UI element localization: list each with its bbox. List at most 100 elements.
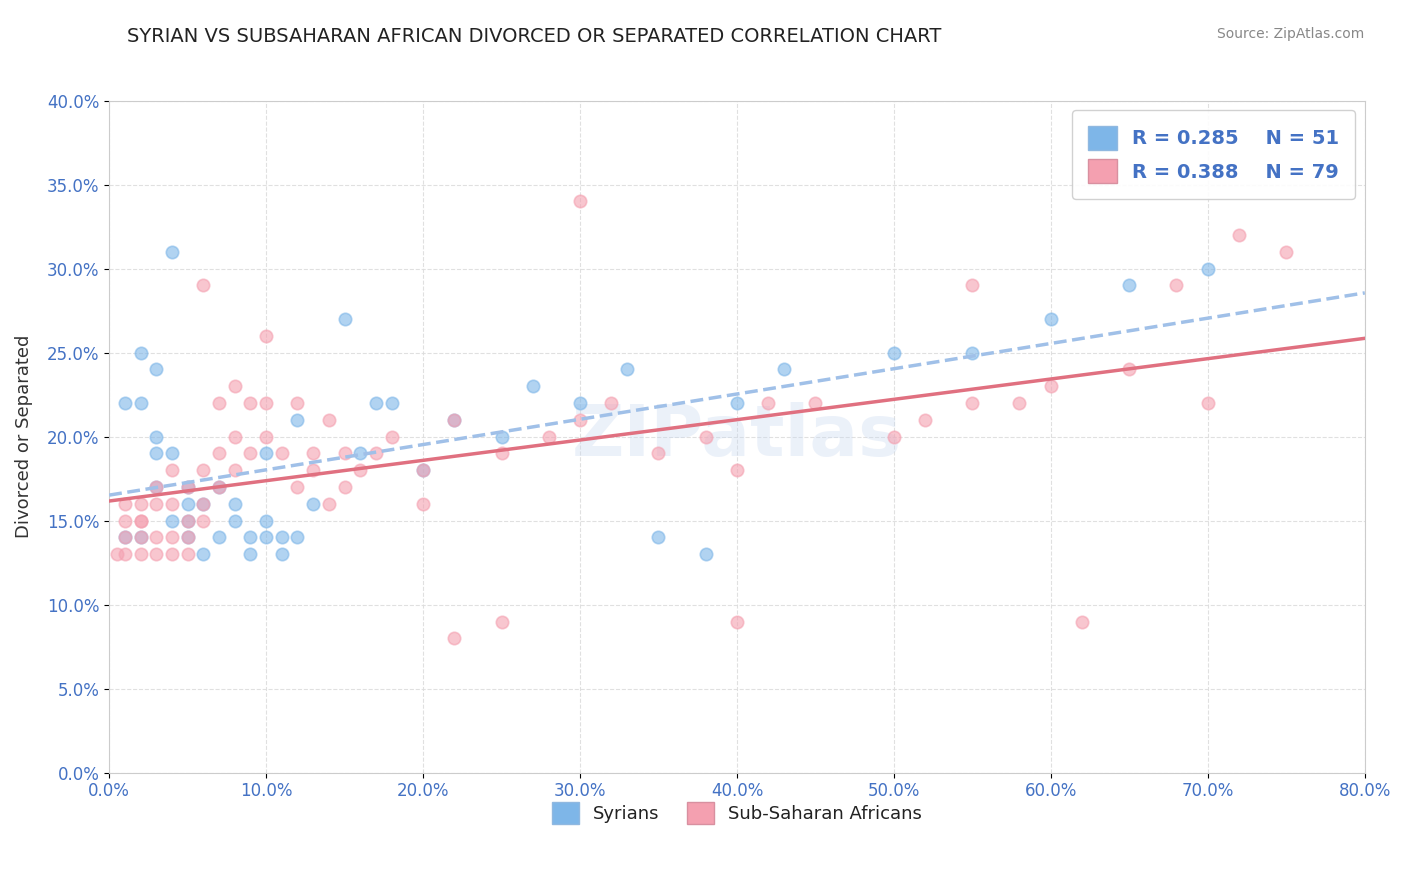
Point xyxy=(773,362,796,376)
Point xyxy=(443,413,465,427)
Point xyxy=(412,497,434,511)
Point xyxy=(129,531,152,545)
Point xyxy=(239,547,262,561)
Point xyxy=(114,531,136,545)
Point xyxy=(1118,278,1140,293)
Point xyxy=(695,430,717,444)
Point xyxy=(1071,615,1094,629)
Point xyxy=(412,463,434,477)
Point xyxy=(176,547,198,561)
Point xyxy=(491,446,513,460)
Point xyxy=(254,430,277,444)
Point xyxy=(176,480,198,494)
Point xyxy=(224,379,246,393)
Text: Source: ZipAtlas.com: Source: ZipAtlas.com xyxy=(1216,27,1364,41)
Point xyxy=(208,446,231,460)
Point xyxy=(725,463,748,477)
Point xyxy=(114,396,136,410)
Point xyxy=(725,396,748,410)
Point xyxy=(1039,379,1062,393)
Point xyxy=(491,430,513,444)
Text: SYRIAN VS SUBSAHARAN AFRICAN DIVORCED OR SEPARATED CORRELATION CHART: SYRIAN VS SUBSAHARAN AFRICAN DIVORCED OR… xyxy=(127,27,942,45)
Point xyxy=(114,531,136,545)
Point xyxy=(160,244,183,259)
Point xyxy=(176,514,198,528)
Point xyxy=(176,531,198,545)
Point xyxy=(193,547,215,561)
Point xyxy=(883,430,905,444)
Point xyxy=(254,396,277,410)
Point xyxy=(254,329,277,343)
Point xyxy=(302,446,325,460)
Point xyxy=(129,547,152,561)
Point xyxy=(129,345,152,359)
Point xyxy=(160,463,183,477)
Y-axis label: Divorced or Separated: Divorced or Separated xyxy=(15,335,32,539)
Point xyxy=(176,531,198,545)
Point xyxy=(160,547,183,561)
Point xyxy=(114,514,136,528)
Point xyxy=(1227,227,1250,242)
Point xyxy=(647,531,669,545)
Point xyxy=(224,430,246,444)
Point xyxy=(1197,396,1219,410)
Point xyxy=(270,446,292,460)
Point xyxy=(193,514,215,528)
Point xyxy=(302,463,325,477)
Point xyxy=(695,547,717,561)
Point xyxy=(129,514,152,528)
Point xyxy=(349,463,371,477)
Point xyxy=(381,396,404,410)
Point xyxy=(176,497,198,511)
Point xyxy=(962,278,984,293)
Point xyxy=(145,480,167,494)
Point xyxy=(208,531,231,545)
Point xyxy=(412,463,434,477)
Point xyxy=(647,446,669,460)
Point xyxy=(616,362,638,376)
Point xyxy=(962,396,984,410)
Point xyxy=(725,615,748,629)
Point xyxy=(145,531,167,545)
Point xyxy=(145,446,167,460)
Point xyxy=(318,497,340,511)
Point xyxy=(160,531,183,545)
Point xyxy=(287,396,309,410)
Point xyxy=(302,497,325,511)
Point xyxy=(176,514,198,528)
Point xyxy=(129,497,152,511)
Point xyxy=(239,446,262,460)
Point xyxy=(145,362,167,376)
Point xyxy=(208,396,231,410)
Point xyxy=(1039,312,1062,326)
Text: ZIPatlas: ZIPatlas xyxy=(572,402,903,471)
Point xyxy=(333,312,356,326)
Point xyxy=(129,531,152,545)
Point xyxy=(1008,396,1031,410)
Point xyxy=(600,396,623,410)
Point xyxy=(364,446,387,460)
Point xyxy=(333,480,356,494)
Point xyxy=(270,547,292,561)
Point xyxy=(522,379,544,393)
Point xyxy=(333,446,356,460)
Point xyxy=(381,430,404,444)
Point xyxy=(364,396,387,410)
Point xyxy=(114,497,136,511)
Point xyxy=(1197,261,1219,276)
Point xyxy=(270,531,292,545)
Point xyxy=(105,547,128,561)
Point xyxy=(224,514,246,528)
Point xyxy=(145,430,167,444)
Point xyxy=(208,480,231,494)
Point xyxy=(208,480,231,494)
Point xyxy=(443,413,465,427)
Legend: Syrians, Sub-Saharan Africans: Syrians, Sub-Saharan Africans xyxy=(544,795,929,831)
Point xyxy=(224,497,246,511)
Point xyxy=(1275,244,1298,259)
Point xyxy=(1166,278,1188,293)
Point xyxy=(145,547,167,561)
Point xyxy=(254,514,277,528)
Point xyxy=(883,345,905,359)
Point xyxy=(569,194,592,209)
